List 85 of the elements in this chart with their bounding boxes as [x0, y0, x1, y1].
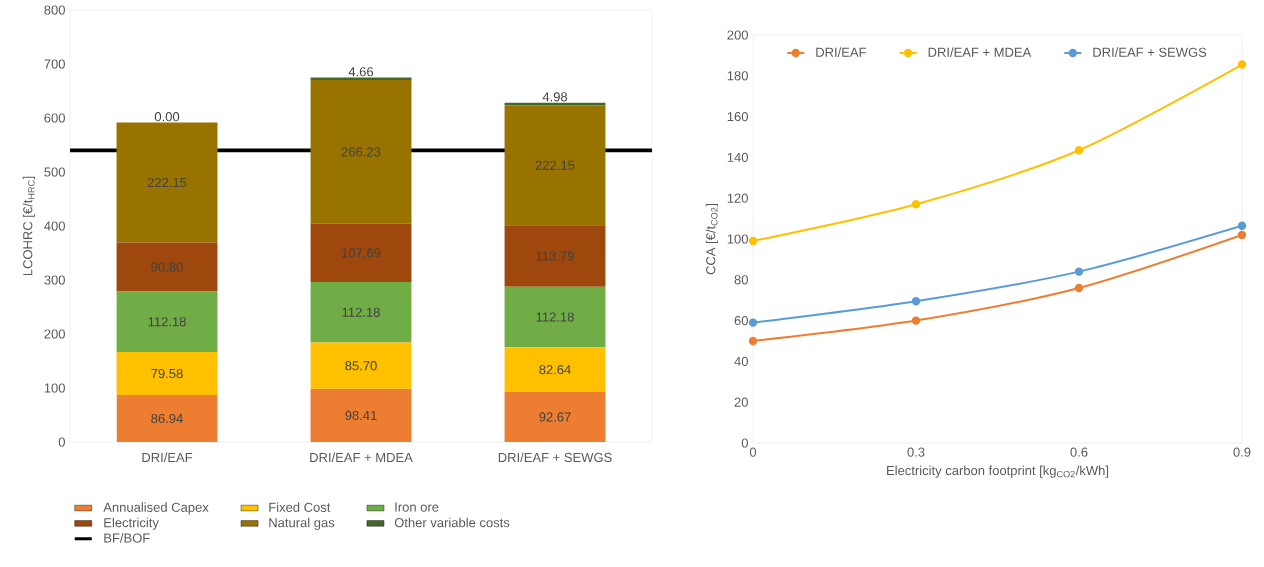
x-tick-label: 0.3 [907, 447, 925, 457]
x-tick-label: 0.6 [1070, 447, 1088, 457]
data-label: 98.41 [345, 410, 377, 421]
y-tick-label: 100 [44, 383, 65, 393]
data-label: 222.15 [147, 177, 187, 188]
point [1237, 60, 1247, 69]
point [1237, 230, 1247, 240]
data-label: 82.64 [539, 365, 571, 375]
bar [504, 391, 606, 442]
data-label: 92.67 [539, 412, 571, 422]
bar [116, 122, 218, 243]
bar [310, 80, 412, 224]
bar [310, 223, 412, 282]
y-tick-label: 160 [727, 111, 748, 122]
bar [504, 105, 606, 226]
data-label: 266.23 [341, 147, 381, 157]
data-label: 0.00 [154, 112, 180, 122]
bar [504, 347, 606, 392]
y-tick-label: 200 [727, 30, 748, 40]
point [1074, 267, 1084, 276]
data-label: 112.18 [148, 317, 186, 327]
x-tick-label: DRI/EAF [142, 452, 193, 463]
x-tick-label: DRI/EAF + SEWGS [498, 452, 612, 463]
point [1237, 221, 1247, 230]
legend-label: Other variable costs [394, 517, 510, 528]
legend-label: DRI/EAF [816, 47, 866, 57]
bar [504, 225, 606, 287]
point [748, 236, 758, 246]
data-label: 86.94 [151, 413, 183, 424]
bar [310, 388, 412, 442]
data-label: 85.70 [345, 361, 377, 371]
bar [116, 352, 218, 396]
bar [310, 342, 412, 389]
legend-label: Iron ore [395, 502, 439, 512]
legend-label: DRI/EAF + MDEA [928, 47, 1032, 57]
data-label: 4.66 [348, 67, 374, 77]
data-label: 113.79 [536, 251, 574, 261]
x-tick-label: DRI/EAF + MDEA [310, 452, 413, 463]
y-tick-label: 100 [727, 234, 748, 244]
y-tick-label: 200 [44, 329, 65, 339]
legend-label: Natural gas [269, 517, 335, 530]
bar [504, 286, 606, 348]
data-label: 222.15 [535, 160, 575, 170]
y-tick-label: 0 [741, 438, 748, 448]
bar [116, 242, 218, 292]
legend-label: Fixed Cost [269, 502, 331, 512]
y-tick-label: 120 [727, 193, 748, 203]
data-label: 79.58 [151, 368, 183, 379]
y-tick-label: 700 [44, 59, 65, 69]
point [911, 297, 921, 306]
bar [310, 282, 412, 343]
data-label: 90.80 [151, 262, 183, 272]
y-tick-label: 20 [734, 397, 748, 407]
data-label: 107.69 [342, 248, 381, 258]
legend-label: DRI/EAF + SEWGS [1093, 47, 1207, 57]
x-tick-label: 0 [749, 447, 757, 457]
data-label: 4.98 [542, 92, 568, 102]
y-axis-title: LCOHRC [€/t$_{HRC}$] [22, 176, 35, 276]
y-tick-label: 0 [58, 437, 65, 447]
y-axis-title: CCA [€/t$_{CO2}$] [705, 203, 718, 275]
point [748, 318, 758, 327]
y-tick-label: 800 [44, 5, 65, 15]
data-label: 112.18 [342, 307, 380, 317]
y-tick-label: 500 [44, 167, 65, 177]
point [911, 200, 921, 209]
point [748, 336, 758, 346]
data-label: 112.18 [536, 312, 574, 322]
legend-label: Electricity [104, 517, 159, 530]
y-tick-label: 400 [44, 221, 65, 231]
point [911, 316, 921, 325]
y-tick-label: 60 [734, 315, 748, 326]
y-tick-label: 40 [734, 356, 748, 366]
x-axis-title: Electricity carbon footprint [kg$_{CO2}$/kWh] [887, 465, 1109, 478]
legend-label: BF/BOF [104, 533, 150, 543]
point [1074, 283, 1084, 293]
y-tick-label: 180 [727, 71, 748, 81]
y-tick-label: 300 [44, 275, 65, 285]
bar [116, 291, 218, 353]
y-tick-label: 80 [734, 275, 748, 285]
point [1074, 146, 1084, 155]
legend-label: Annualised Capex [103, 502, 209, 515]
y-tick-label: 600 [44, 113, 65, 123]
x-tick-label: 0.9 [1233, 447, 1251, 457]
bar [116, 395, 218, 442]
y-tick-label: 140 [727, 152, 748, 162]
